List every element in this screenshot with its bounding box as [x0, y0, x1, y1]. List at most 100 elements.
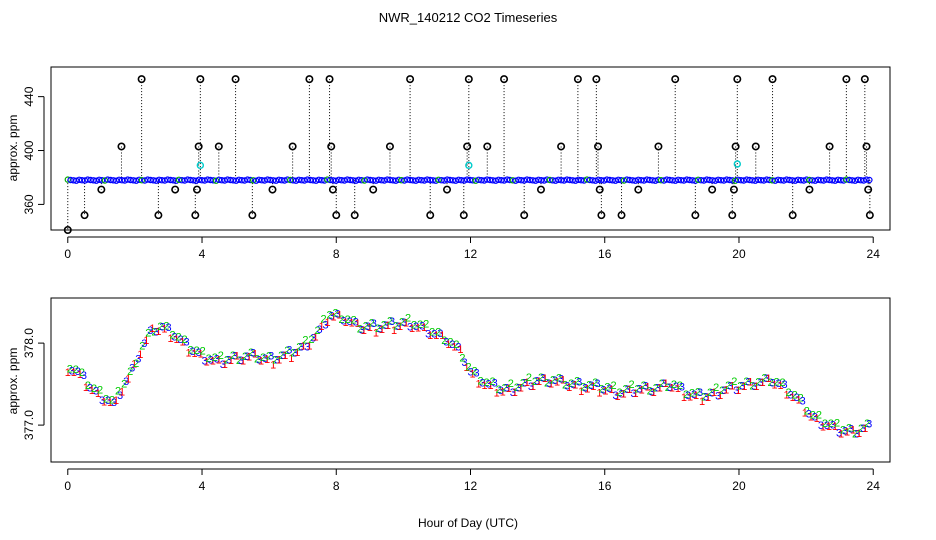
outlier-point	[731, 142, 740, 151]
series-3-point: 3	[649, 386, 655, 398]
series-1-point: 1	[814, 413, 820, 425]
series-3-point: 3	[739, 381, 745, 393]
series-3-point: 3	[359, 324, 365, 336]
series-1-point: 1	[820, 422, 826, 434]
series-3-point: 3	[159, 322, 165, 334]
cyan-point	[733, 160, 742, 168]
series-2-point: 2	[308, 334, 314, 346]
series-2-point: 2	[351, 315, 357, 327]
series-2-point: 2	[423, 318, 429, 330]
bottom-series-points: 1231231231231231231231231231231231231231…	[65, 307, 873, 440]
series-2-point: 2	[767, 377, 773, 389]
series-1-point: 1	[312, 331, 318, 343]
series-2-point: 2	[79, 367, 85, 379]
series-2-point: 2	[774, 376, 780, 388]
series-1-point: 1	[778, 380, 784, 392]
series-3-point: 3	[800, 396, 806, 408]
outlier-point	[536, 185, 545, 194]
series-3-point: 3	[449, 339, 455, 351]
series-2-point: 2	[629, 379, 635, 391]
series-2-point: 2	[429, 327, 435, 339]
chart-title: NWR_140212 CO2 Timeseries	[379, 10, 558, 25]
series-3-point: 3	[528, 381, 534, 393]
series-2-point: 2	[659, 378, 665, 390]
series-3-point: 3	[202, 355, 208, 367]
series-2-point: 2	[834, 417, 840, 429]
series-2-point: 2	[701, 391, 707, 403]
series-2-point: 2	[683, 389, 689, 401]
series-1-point: 1	[850, 425, 856, 437]
series-2-point: 2	[828, 418, 834, 430]
outlier-point	[154, 211, 163, 220]
series-2-point: 2	[339, 314, 345, 326]
series-2-point: 2	[749, 381, 755, 393]
series-2-point: 2	[604, 382, 610, 394]
outlier-point	[594, 142, 603, 151]
series-1-point: 1	[675, 383, 681, 395]
series-1-point: 1	[596, 388, 602, 400]
series-3-point: 3	[220, 359, 226, 371]
series-3-point: 3	[842, 426, 848, 438]
series-1-point: 1	[397, 321, 403, 333]
bottom-x-axis: 0 4 8 12 16 20 24	[64, 468, 881, 493]
outlier-point	[729, 185, 738, 194]
series-1-point: 1	[705, 392, 711, 404]
series-3-point: 3	[184, 336, 190, 348]
series-3-point: 3	[123, 376, 129, 388]
series-1-point: 1	[802, 407, 808, 419]
series-2-point: 2	[296, 342, 302, 354]
bottom-x-tick-label: 4	[199, 479, 206, 493]
series-3-point: 3	[848, 424, 854, 436]
baseline-point	[84, 176, 91, 183]
series-2-point: 2	[278, 350, 284, 362]
series-2-point: 2	[224, 355, 230, 367]
series-1-point: 1	[784, 390, 790, 402]
series-1-point: 1	[717, 390, 723, 402]
outlier-point	[708, 185, 717, 194]
series-3-point: 3	[292, 347, 298, 359]
series-1-point: 1	[143, 335, 149, 347]
outlier-point	[328, 185, 337, 194]
outlier-point	[196, 75, 205, 84]
series-1-point: 1	[137, 349, 143, 361]
outlier-point	[171, 185, 180, 194]
series-3-point: 3	[733, 385, 739, 397]
series-3-point: 3	[395, 321, 401, 333]
top-x-axis: 0 4 8 12 16 20 24	[64, 236, 880, 261]
series-1-point: 1	[300, 341, 306, 353]
series-3-point: 3	[492, 378, 498, 390]
outlier-point	[406, 75, 415, 84]
series-3-point: 3	[75, 366, 81, 378]
series-1-point: 1	[772, 379, 778, 391]
series-2-point: 2	[641, 380, 647, 392]
series-1-point: 1	[234, 351, 240, 363]
series-2-point: 2	[743, 376, 749, 388]
series-1-point: 1	[741, 381, 747, 393]
top-y-axis-title: approx. ppm	[6, 115, 20, 182]
series-3-point: 3	[461, 357, 467, 369]
series-2-point: 2	[272, 355, 278, 367]
series-3-point: 3	[504, 383, 510, 395]
series-2-point: 2	[260, 352, 266, 364]
series-1-point: 1	[608, 384, 614, 396]
series-3-point: 3	[806, 409, 812, 421]
series-2-point: 2	[846, 423, 852, 435]
series-1-point: 1	[693, 390, 699, 402]
outlier-point	[733, 75, 742, 84]
series-1-point: 1	[318, 321, 324, 333]
series-1-point: 1	[518, 382, 524, 394]
series-3-point: 3	[208, 354, 214, 366]
bottom-x-tick-label: 24	[867, 479, 881, 493]
series-2-point: 2	[786, 387, 792, 399]
series-3-point: 3	[763, 373, 769, 385]
outlier-point	[305, 75, 314, 84]
series-1-point: 1	[451, 341, 457, 353]
series-3-point: 3	[310, 333, 316, 345]
outlier-point	[825, 142, 834, 151]
series-1-point: 1	[125, 373, 131, 385]
top-panel: 0 4 8 12 16 20 24 360 400 440 approx. ppm	[6, 66, 891, 261]
series-3-point: 3	[244, 351, 250, 363]
series-3-point: 3	[274, 355, 280, 367]
series-2-point: 2	[459, 352, 465, 364]
series-1-point: 1	[645, 381, 651, 393]
